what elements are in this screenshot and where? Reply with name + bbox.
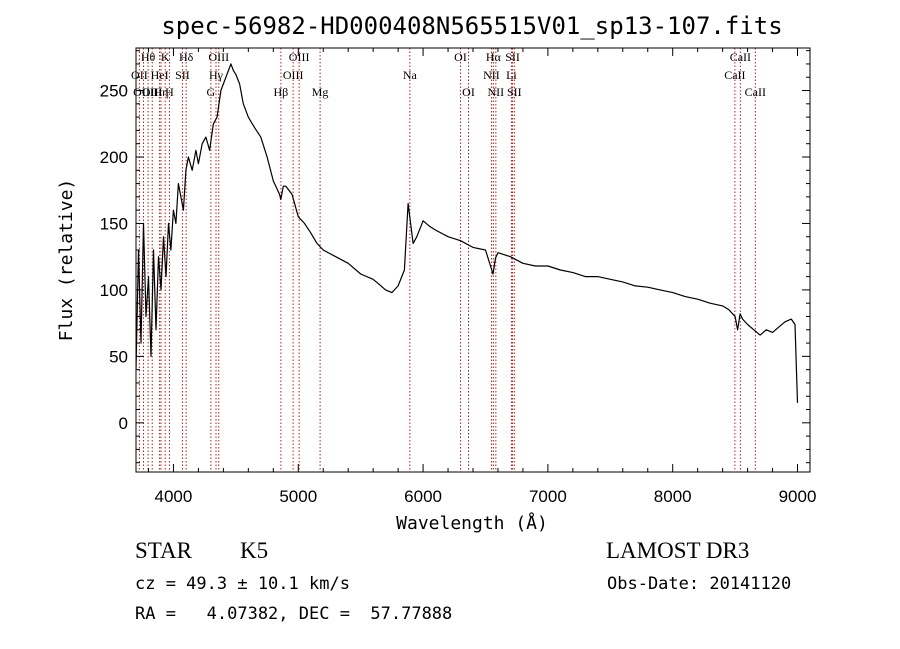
x-tick-label: 7000 [529, 487, 567, 506]
line-marker-label: G [207, 85, 216, 99]
line-marker-label: NII [488, 85, 505, 99]
y-tick-label: 100 [100, 281, 128, 300]
line-marker-label: OIII [283, 68, 304, 82]
line-marker-label: CaII [745, 85, 766, 99]
line-marker-label: OIII [133, 85, 154, 99]
line-marker-label: OI [462, 85, 475, 99]
x-tick-label: 5000 [279, 487, 317, 506]
line-marker-label: CaII [724, 68, 745, 82]
line-marker-label: Li [506, 68, 517, 82]
line-marker-label: Hδ [179, 50, 194, 64]
y-tick-label: 0 [119, 414, 128, 433]
spectral-subclass: K5 [240, 538, 269, 563]
line-marker-label: SII [507, 85, 522, 99]
line-marker-label: Hγ [209, 68, 224, 82]
line-marker-label: OIII [208, 50, 229, 64]
object-type: STAR [135, 538, 192, 563]
x-tick-label: 4000 [155, 487, 193, 506]
x-tick-label: 8000 [654, 487, 692, 506]
y-tick-label: 250 [100, 82, 128, 101]
line-marker-label: OIII [289, 50, 310, 64]
line-marker-label: NII [483, 68, 500, 82]
observation-date: Obs-Date: 20141120 [607, 574, 792, 594]
chart-title: spec-56982-HD000408N565515V01_sp13-107.f… [161, 12, 782, 40]
y-tick-label: 150 [100, 214, 128, 233]
x-axis-label: Wavelength (Å) [396, 512, 548, 534]
line-marker-label: Hη [153, 85, 168, 99]
line-marker-label: Na [403, 68, 418, 82]
spectrum-series-line [136, 63, 799, 403]
line-marker-label: Hα [486, 50, 502, 64]
line-marker-label: OII [131, 68, 148, 82]
line-marker-label: CaII [730, 50, 751, 64]
survey-name: LAMOST DR3 [606, 538, 750, 563]
y-tick-label: 200 [100, 148, 128, 167]
y-tick-label: 50 [109, 347, 128, 366]
coordinates-readout: RA = 4.07382, DEC = 57.77888 [135, 604, 453, 624]
line-marker-label: SII [505, 50, 520, 64]
plot-frame [135, 47, 811, 473]
line-marker-label: SII [175, 68, 190, 82]
line-marker-label: Mg [312, 85, 329, 99]
y-axis-label: Flux (relative) [56, 179, 77, 342]
line-marker-label: HeI [151, 68, 169, 82]
line-marker-label: H [165, 85, 174, 99]
line-marker-label: OIII [142, 85, 163, 99]
redshift-readout: cz = 49.3 ± 10.1 km/s [135, 574, 350, 594]
line-marker-label: Hβ [274, 85, 289, 99]
line-marker-label: OI [454, 50, 467, 64]
x-tick-label: 9000 [779, 487, 817, 506]
x-tick-label: 6000 [404, 487, 442, 506]
line-marker-label: K [161, 50, 170, 64]
line-marker-label: Hθ [141, 50, 156, 64]
